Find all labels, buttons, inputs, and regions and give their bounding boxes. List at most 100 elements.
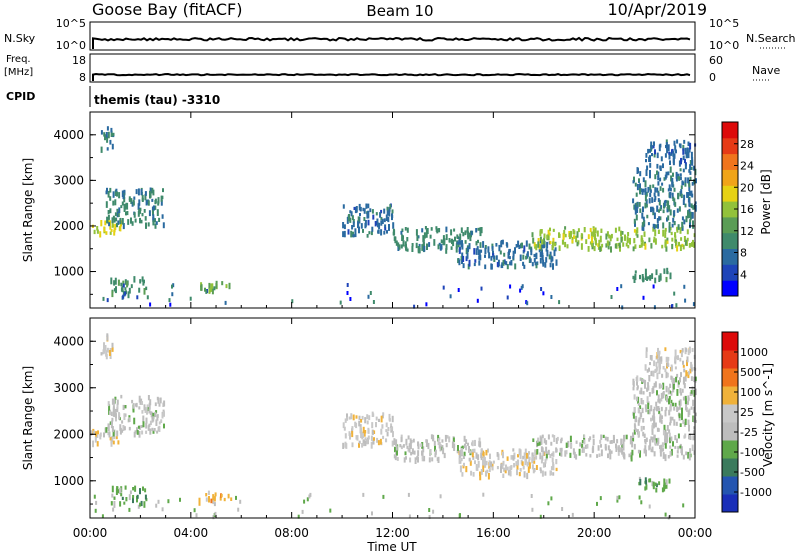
data-cell bbox=[593, 246, 596, 252]
data-cell bbox=[653, 360, 656, 367]
data-cell bbox=[650, 417, 652, 422]
colorbar-swatch bbox=[722, 476, 738, 495]
data-cell bbox=[122, 194, 125, 200]
data-cell bbox=[492, 460, 495, 464]
data-cell bbox=[685, 348, 688, 352]
data-cell bbox=[342, 231, 345, 238]
data-cell bbox=[502, 460, 505, 466]
data-cell bbox=[650, 370, 653, 377]
data-cell bbox=[473, 248, 476, 255]
data-cell bbox=[523, 245, 526, 252]
data-cell bbox=[686, 359, 688, 367]
data-cell bbox=[155, 410, 158, 414]
data-cell bbox=[549, 240, 552, 244]
data-cell bbox=[609, 440, 612, 444]
data-cell bbox=[666, 425, 669, 431]
data-cell bbox=[145, 286, 148, 291]
data-cell bbox=[664, 429, 667, 436]
data-cell bbox=[607, 453, 609, 459]
data-cell bbox=[391, 209, 394, 214]
data-cell bbox=[455, 243, 458, 249]
data-cell bbox=[661, 487, 664, 493]
data-cell bbox=[689, 176, 692, 181]
data-cell bbox=[348, 431, 351, 436]
data-cell bbox=[677, 355, 679, 361]
data-cell bbox=[682, 168, 685, 173]
data-cell bbox=[478, 437, 481, 444]
data-cell bbox=[115, 217, 118, 222]
data-cell bbox=[109, 187, 112, 193]
data-cell bbox=[635, 214, 638, 221]
data-cell bbox=[106, 187, 108, 193]
colorbar-swatch bbox=[722, 404, 738, 423]
data-cell bbox=[662, 187, 665, 193]
data-cell bbox=[121, 218, 124, 225]
data-cell bbox=[503, 259, 506, 265]
data-cell bbox=[162, 222, 165, 229]
colorbar-swatch bbox=[722, 232, 738, 249]
data-cell bbox=[470, 230, 473, 236]
data-cell bbox=[106, 298, 109, 303]
data-cell bbox=[516, 465, 519, 470]
data-cell bbox=[110, 501, 113, 506]
data-cell bbox=[592, 438, 595, 446]
data-cell bbox=[479, 441, 482, 448]
data-cell bbox=[531, 458, 534, 464]
data-cell bbox=[677, 224, 680, 230]
data-cell bbox=[606, 240, 609, 246]
data-cell bbox=[559, 447, 562, 452]
data-cell bbox=[423, 245, 426, 252]
data-cell bbox=[128, 287, 131, 294]
data-cell bbox=[569, 435, 572, 443]
data-cell bbox=[564, 241, 567, 248]
data-cell bbox=[646, 165, 649, 171]
data-cell bbox=[475, 452, 478, 459]
data-cell bbox=[393, 438, 396, 445]
data-cell bbox=[107, 131, 110, 139]
data-cell bbox=[461, 445, 464, 450]
data-cell bbox=[634, 244, 637, 249]
data-cell bbox=[532, 237, 535, 244]
data-cell bbox=[566, 244, 569, 249]
data-cell bbox=[309, 492, 312, 497]
data-cell bbox=[576, 241, 579, 247]
data-cell bbox=[483, 456, 486, 462]
data-cell bbox=[666, 237, 669, 242]
data-cell bbox=[662, 163, 664, 169]
data-cell bbox=[665, 371, 668, 379]
data-cell bbox=[157, 499, 160, 504]
data-cell bbox=[526, 301, 529, 306]
data-cell bbox=[672, 441, 674, 447]
data-cell bbox=[551, 245, 554, 251]
data-cell bbox=[650, 243, 653, 249]
data-cell bbox=[104, 220, 107, 226]
data-cell bbox=[110, 127, 113, 133]
data-cell bbox=[667, 356, 670, 361]
data-cell bbox=[431, 457, 434, 462]
data-cell bbox=[477, 227, 480, 231]
data-cell bbox=[658, 356, 661, 361]
data-cell bbox=[460, 457, 463, 462]
data-cell bbox=[676, 454, 679, 458]
data-cell bbox=[658, 199, 661, 206]
data-cell bbox=[375, 422, 377, 428]
data-cell bbox=[148, 402, 151, 410]
data-cell bbox=[139, 488, 141, 495]
data-cell bbox=[428, 508, 431, 512]
data-cell bbox=[634, 428, 637, 433]
data-cell bbox=[434, 445, 436, 452]
data-cell bbox=[114, 199, 117, 206]
data-cell bbox=[616, 287, 619, 291]
data-cell bbox=[673, 406, 676, 411]
data-cell bbox=[520, 242, 523, 247]
colorbar-swatch bbox=[722, 332, 738, 351]
colorbar-swatch bbox=[722, 440, 738, 459]
data-cell bbox=[122, 404, 125, 410]
data-cell bbox=[519, 468, 522, 472]
data-cell bbox=[425, 439, 428, 443]
freq-unit-label: [MHz] bbox=[4, 67, 33, 78]
data-cell bbox=[650, 436, 653, 441]
data-cell bbox=[668, 396, 671, 400]
data-cell bbox=[353, 206, 356, 210]
data-cell bbox=[100, 130, 103, 135]
